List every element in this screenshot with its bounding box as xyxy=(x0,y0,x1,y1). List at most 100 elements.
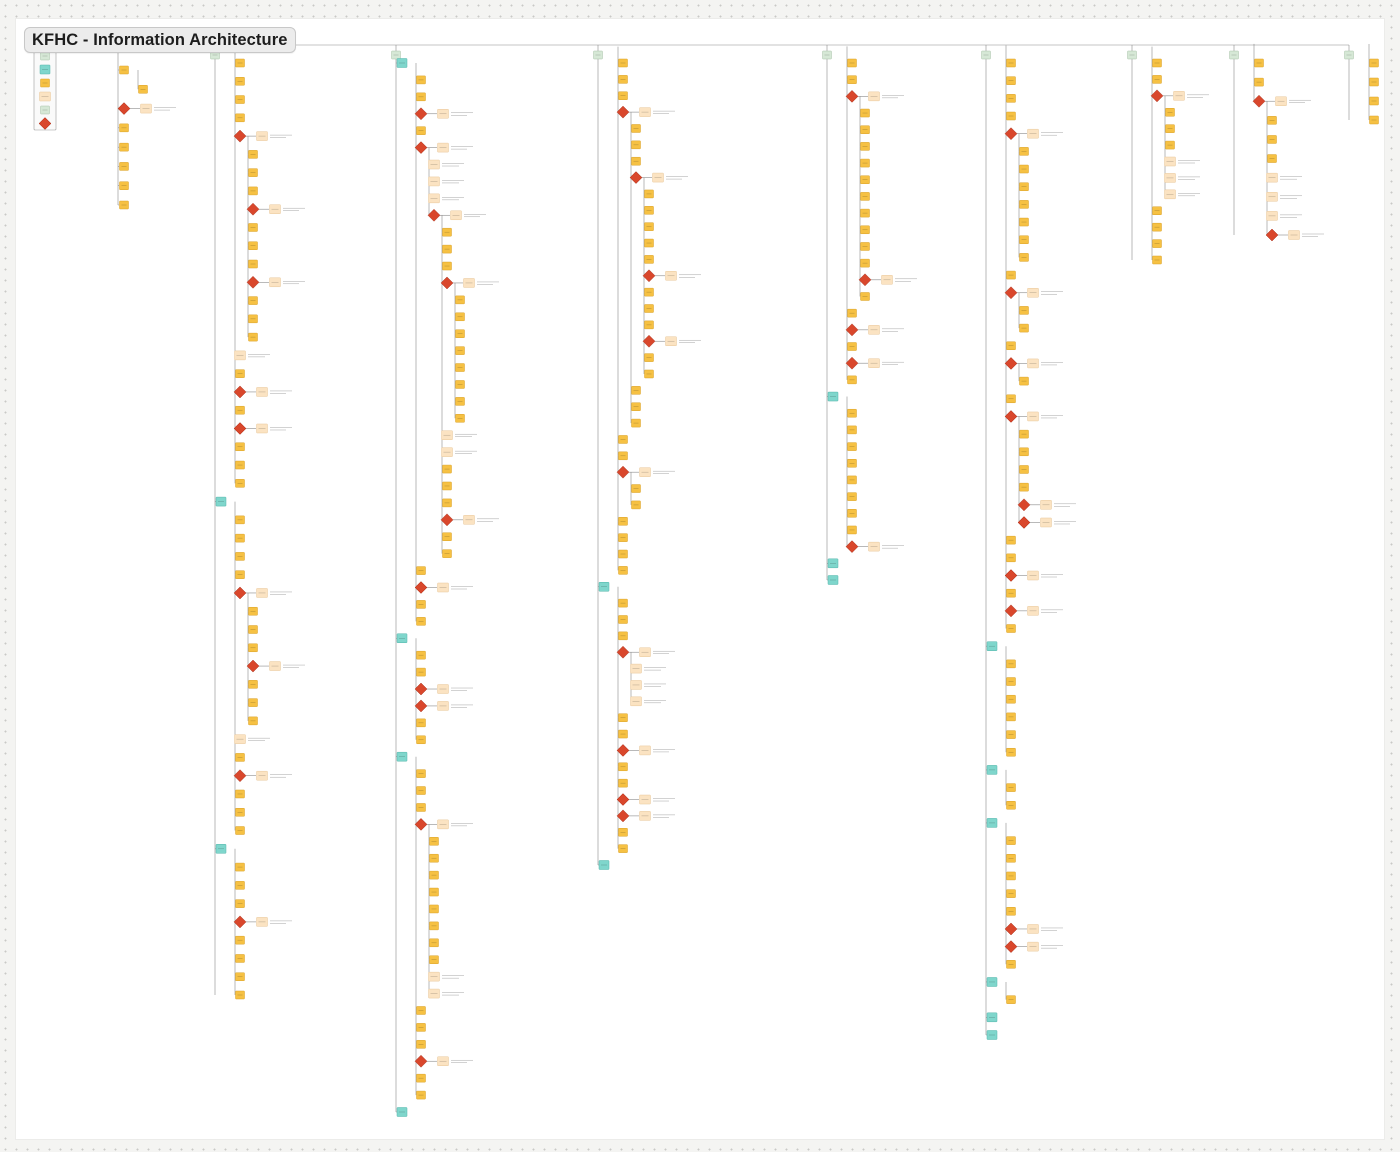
page-node xyxy=(1006,694,1016,704)
page-node xyxy=(618,598,628,608)
page-node xyxy=(1006,712,1016,722)
note-node xyxy=(428,176,440,187)
note-node xyxy=(1164,156,1176,167)
page-node xyxy=(860,158,870,168)
page-node xyxy=(1006,76,1016,85)
page-node xyxy=(235,935,245,945)
page-node xyxy=(1006,730,1016,739)
page-node xyxy=(631,484,641,493)
decision-node xyxy=(845,356,859,370)
page-node xyxy=(1152,206,1162,215)
column-header-8 xyxy=(1344,50,1354,60)
page-node xyxy=(618,435,628,444)
page-node xyxy=(235,789,245,799)
page-node xyxy=(442,464,452,474)
page-node xyxy=(429,955,439,964)
page-node xyxy=(631,124,641,133)
page-node xyxy=(416,600,426,609)
decision-node xyxy=(1004,569,1018,582)
page-node xyxy=(416,803,426,812)
page-node xyxy=(248,296,258,305)
page-node xyxy=(455,414,465,423)
page-node xyxy=(455,312,465,322)
page-node xyxy=(235,405,245,415)
decision-node xyxy=(1265,228,1279,242)
page-node xyxy=(235,369,245,378)
legend-swatch-section xyxy=(39,64,51,75)
page-node xyxy=(248,332,258,342)
note-node xyxy=(234,734,246,744)
decision-node xyxy=(440,513,454,527)
decision-node xyxy=(858,273,872,287)
page-node xyxy=(618,729,628,739)
decision-node xyxy=(616,465,630,479)
decision-node xyxy=(117,102,131,115)
section-node xyxy=(986,1030,998,1040)
section-node xyxy=(986,818,998,828)
page-node xyxy=(1006,747,1016,757)
decision-outcome-note xyxy=(269,204,281,214)
decision-outcome-note xyxy=(652,172,664,183)
decision-outcome-note xyxy=(1027,358,1039,369)
decision-outcome-note xyxy=(1027,411,1039,422)
decision-outcome-note xyxy=(437,1056,449,1066)
page-node xyxy=(138,85,148,94)
page-node xyxy=(860,225,870,235)
page-node xyxy=(1006,111,1016,121)
decision-outcome-note xyxy=(437,142,449,153)
page-node xyxy=(248,150,258,159)
page-node xyxy=(1369,115,1379,125)
page-node xyxy=(847,525,857,535)
decision-outcome-note xyxy=(256,770,268,781)
section-node xyxy=(827,558,839,569)
column-header-5 xyxy=(981,50,991,60)
decision-node xyxy=(642,269,656,283)
page-node xyxy=(248,680,258,689)
decision-outcome-note xyxy=(639,107,651,117)
decision-node xyxy=(414,682,428,696)
column-header-3 xyxy=(593,50,603,60)
page-node xyxy=(1006,801,1016,810)
page-node xyxy=(455,295,465,305)
page-node xyxy=(235,58,245,68)
page-node xyxy=(416,1090,426,1100)
section-node xyxy=(396,751,408,762)
decision-outcome-note xyxy=(256,387,268,397)
page-node xyxy=(416,735,426,745)
page-node xyxy=(860,292,870,301)
page-node xyxy=(644,369,654,379)
page-node xyxy=(1006,659,1016,669)
section-node xyxy=(827,391,839,402)
decision-node xyxy=(414,107,428,121)
decision-outcome-note xyxy=(450,210,462,221)
decision-outcome-note xyxy=(463,515,475,525)
page-node xyxy=(235,972,245,981)
page-node xyxy=(847,75,857,84)
page-node xyxy=(1006,535,1016,545)
page-node xyxy=(847,58,857,68)
page-node xyxy=(119,123,129,133)
note-node xyxy=(428,193,440,204)
page-node xyxy=(860,192,870,201)
page-node xyxy=(1006,836,1016,845)
page-node xyxy=(631,386,641,395)
page-node xyxy=(618,713,628,722)
page-node xyxy=(860,125,870,134)
page-node xyxy=(248,223,258,232)
decision-outcome-note xyxy=(881,275,893,285)
page-node xyxy=(631,402,641,411)
decision-outcome-note xyxy=(256,588,268,598)
note-node xyxy=(428,159,440,170)
note-node xyxy=(1164,189,1176,200)
decision-outcome-note xyxy=(269,277,281,288)
page-node xyxy=(442,261,452,271)
page-node xyxy=(235,826,245,835)
decision-node xyxy=(414,699,428,713)
page-node xyxy=(235,954,245,963)
page-node xyxy=(416,769,426,778)
page-node xyxy=(618,549,628,559)
decision-outcome-note xyxy=(1027,606,1039,616)
page-node xyxy=(455,380,465,389)
decision-outcome-note xyxy=(437,109,449,119)
whiteboard-canvas[interactable] xyxy=(15,18,1385,1140)
